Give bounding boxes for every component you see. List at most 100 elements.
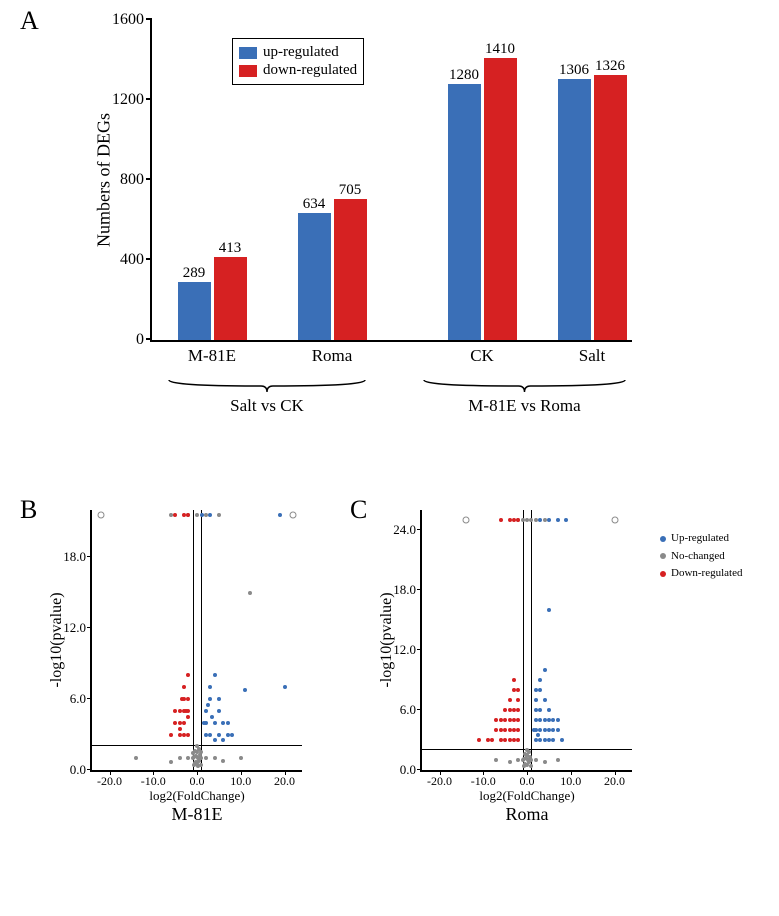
group-brace: M-81E vs Roma	[422, 378, 627, 416]
data-point	[462, 517, 469, 524]
data-point	[217, 513, 221, 517]
data-point	[217, 709, 221, 713]
data-point	[477, 738, 481, 742]
data-point	[611, 517, 618, 524]
data-point	[486, 738, 490, 742]
x-category-label: Roma	[292, 340, 372, 366]
data-point	[560, 738, 564, 742]
group-brace: Salt vs CK	[167, 378, 367, 416]
data-point	[516, 758, 520, 762]
panel-a: Numbers of DEGs up-regulateddown-regulat…	[90, 10, 650, 440]
data-point	[494, 718, 498, 722]
data-point	[180, 697, 184, 701]
data-point	[217, 733, 221, 737]
y-tick-label: 12.0	[63, 620, 92, 636]
data-point	[543, 698, 547, 702]
data-point	[499, 518, 503, 522]
data-point	[186, 673, 190, 677]
y-tick-label: 18.0	[393, 582, 422, 598]
data-point	[538, 688, 542, 692]
data-point	[221, 759, 225, 763]
data-point	[547, 738, 551, 742]
data-point	[503, 718, 507, 722]
data-point	[534, 708, 538, 712]
y-tick-label: 800	[94, 171, 152, 189]
legend-item: up-regulated	[239, 44, 357, 61]
y-tick-label: 6.0	[400, 702, 422, 718]
volcano-b-ylabel: -log10(pvalue)	[48, 592, 66, 687]
data-point	[521, 758, 525, 762]
bar-value-label: 705	[339, 182, 362, 199]
data-point	[503, 738, 507, 742]
data-point	[543, 760, 547, 764]
data-point	[182, 709, 186, 713]
data-point	[97, 512, 104, 519]
data-point	[556, 718, 560, 722]
data-point	[529, 764, 533, 768]
data-point	[508, 518, 512, 522]
data-point	[522, 764, 526, 768]
data-point	[490, 738, 494, 742]
volcano-plot-c: -log10(pvalue) log2(FoldChange) Roma 0.0…	[420, 510, 632, 772]
data-point	[532, 728, 536, 732]
data-point	[202, 721, 206, 725]
y-tick-label: 400	[94, 251, 152, 269]
data-point	[213, 721, 217, 725]
data-point	[516, 518, 520, 522]
data-point	[547, 518, 551, 522]
data-point	[516, 728, 520, 732]
data-point	[543, 728, 547, 732]
data-point	[195, 744, 199, 748]
bar: 1326	[594, 75, 627, 340]
data-point	[208, 733, 212, 737]
data-point	[499, 718, 503, 722]
data-point	[508, 708, 512, 712]
bar-value-label: 1280	[449, 67, 479, 84]
data-point	[221, 738, 225, 742]
data-point	[556, 518, 560, 522]
y-tick-label: 12.0	[393, 642, 422, 658]
data-point	[204, 733, 208, 737]
bar: 1280	[448, 84, 481, 340]
data-point	[551, 738, 555, 742]
legend-item: down-regulated	[239, 62, 357, 79]
bar: 705	[334, 199, 367, 340]
data-point	[195, 513, 199, 517]
data-point	[186, 756, 190, 760]
bar-chart-plot: Numbers of DEGs up-regulateddown-regulat…	[150, 20, 632, 342]
data-point	[199, 750, 203, 754]
data-point	[536, 733, 540, 737]
x-category-label: Salt	[552, 340, 632, 366]
data-point	[204, 709, 208, 713]
data-point	[525, 748, 529, 752]
data-point	[213, 673, 217, 677]
data-point	[538, 718, 542, 722]
y-tick-label: 0.0	[70, 762, 92, 778]
bar: 413	[214, 257, 247, 340]
data-point	[516, 738, 520, 742]
data-point	[538, 678, 542, 682]
y-tick-label: 1600	[94, 11, 152, 29]
data-point	[512, 718, 516, 722]
data-point	[538, 738, 542, 742]
panel-b: -log10(pvalue) log2(FoldChange) M-81E 0.…	[40, 500, 310, 820]
x-category-label: M-81E	[172, 340, 252, 366]
data-point	[516, 698, 520, 702]
data-point	[226, 721, 230, 725]
bar-value-label: 289	[183, 265, 206, 282]
panel-a-label: A	[20, 6, 39, 36]
data-point	[182, 685, 186, 689]
data-point	[178, 727, 182, 731]
data-point	[208, 685, 212, 689]
data-point	[173, 513, 177, 517]
data-point	[178, 721, 182, 725]
volcano-legend: Up-regulatedNo-changedDown-regulated	[660, 530, 742, 583]
y-tick-label: 0.0	[400, 762, 422, 778]
panel-c: -log10(pvalue) log2(FoldChange) Roma 0.0…	[370, 500, 640, 820]
data-point	[538, 708, 542, 712]
data-point	[186, 513, 190, 517]
data-point	[547, 608, 551, 612]
data-point	[208, 697, 212, 701]
data-point	[173, 709, 177, 713]
y-tick-label: 24.0	[393, 522, 422, 538]
